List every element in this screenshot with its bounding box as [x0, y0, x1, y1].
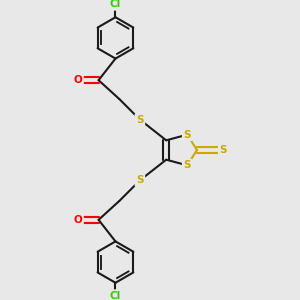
Text: Cl: Cl [110, 291, 121, 300]
Text: Cl: Cl [110, 0, 121, 9]
Text: O: O [74, 75, 82, 85]
Text: O: O [74, 215, 82, 225]
Text: S: S [136, 115, 144, 124]
Text: S: S [136, 176, 144, 185]
Text: S: S [220, 145, 227, 155]
Text: S: S [184, 130, 191, 140]
Text: S: S [184, 160, 191, 170]
